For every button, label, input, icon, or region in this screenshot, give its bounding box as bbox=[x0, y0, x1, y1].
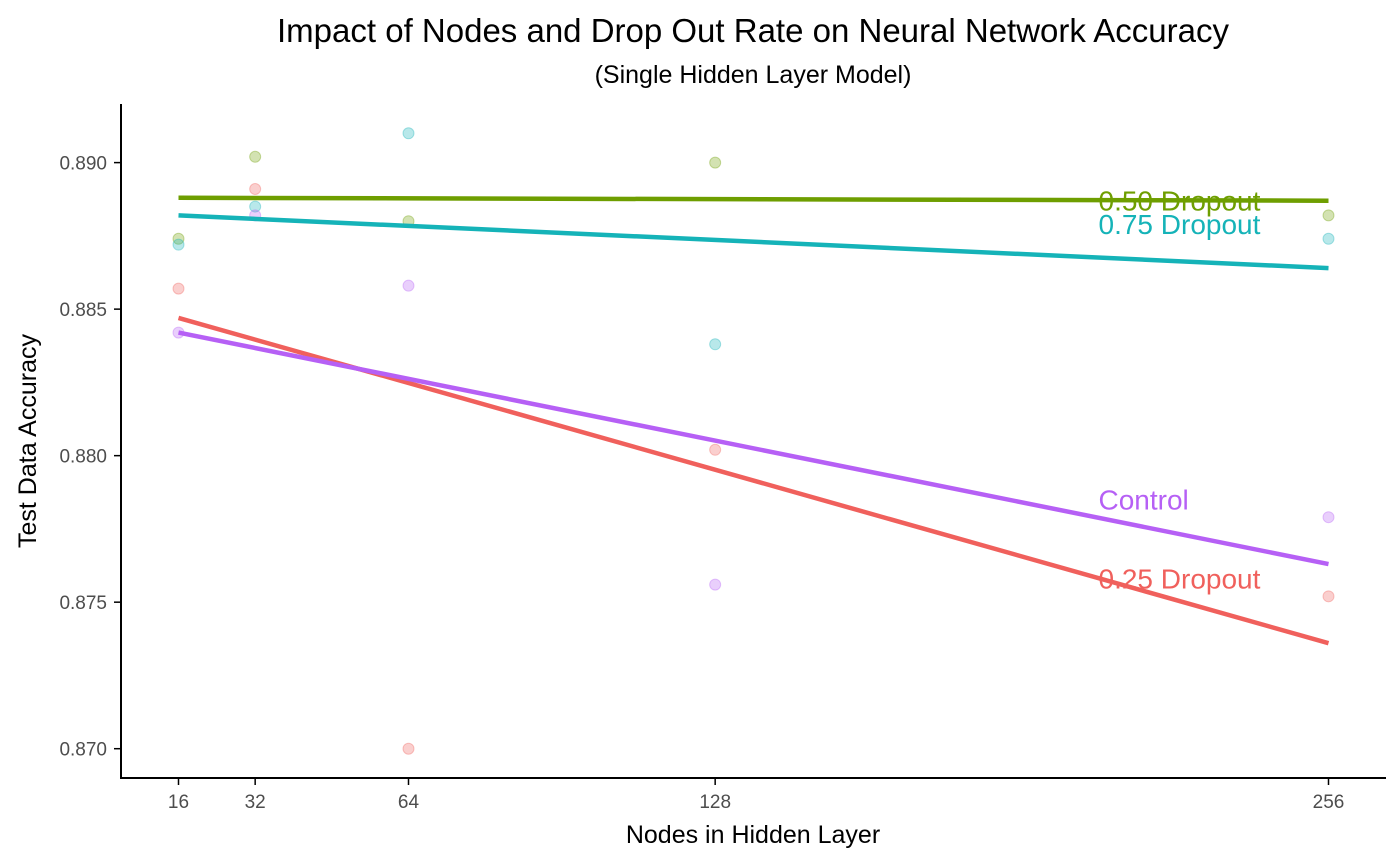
data-point-series-1 bbox=[1322, 209, 1335, 222]
data-point-series-0 bbox=[249, 182, 262, 195]
x-axis-title: Nodes in Hidden Layer bbox=[626, 821, 880, 849]
x-tick-label: 128 bbox=[699, 792, 731, 813]
y-tick-label: 0.885 bbox=[59, 300, 107, 321]
x-tick-label: 64 bbox=[398, 792, 420, 813]
trend-line-series-1 bbox=[178, 195, 1329, 203]
data-point-series-2 bbox=[172, 238, 185, 251]
data-point-series-0 bbox=[1322, 590, 1335, 603]
data-point-series-2 bbox=[402, 127, 415, 140]
trend-line-series-2 bbox=[178, 213, 1329, 271]
data-point-series-3 bbox=[709, 578, 722, 591]
data-point-series-1 bbox=[172, 232, 185, 245]
data-point-series-2 bbox=[709, 338, 722, 351]
data-point-series-1 bbox=[709, 156, 722, 169]
y-axis-ticks: 0.870 0.875 0.880 0.885 0.890 bbox=[59, 154, 121, 761]
x-tick-label: 16 bbox=[168, 792, 189, 813]
x-tick-label: 256 bbox=[1313, 792, 1345, 813]
data-point-series-0 bbox=[709, 443, 722, 456]
data-point-series-3 bbox=[1322, 511, 1335, 524]
y-tick-label: 0.870 bbox=[59, 740, 107, 761]
series-label: 0.50 Dropout bbox=[1099, 186, 1261, 217]
y-tick-label: 0.890 bbox=[59, 154, 107, 175]
data-point-series-2 bbox=[1322, 232, 1335, 245]
data-point-series-0 bbox=[172, 282, 185, 295]
series-label: 0.25 Dropout bbox=[1099, 564, 1261, 595]
data-point-series-2 bbox=[249, 200, 262, 213]
x-axis-ticks: 16 32 64 128 256 bbox=[168, 778, 1344, 813]
y-tick-label: 0.875 bbox=[59, 593, 107, 614]
data-point-series-3 bbox=[402, 279, 415, 292]
chart-subtitle: (Single Hidden Layer Model) bbox=[595, 61, 912, 89]
data-point-series-0 bbox=[402, 742, 415, 755]
x-tick-label: 32 bbox=[245, 792, 266, 813]
data-point-series-1 bbox=[249, 150, 262, 163]
y-axis-title: Test Data Accuracy bbox=[14, 334, 42, 548]
trend-line-series-3 bbox=[178, 330, 1329, 567]
chart-title: Impact of Nodes and Drop Out Rate on Neu… bbox=[277, 12, 1229, 49]
series-label: 0.75 Dropout bbox=[1099, 209, 1261, 240]
y-tick-label: 0.880 bbox=[59, 447, 107, 468]
series-label: Control bbox=[1099, 485, 1189, 516]
